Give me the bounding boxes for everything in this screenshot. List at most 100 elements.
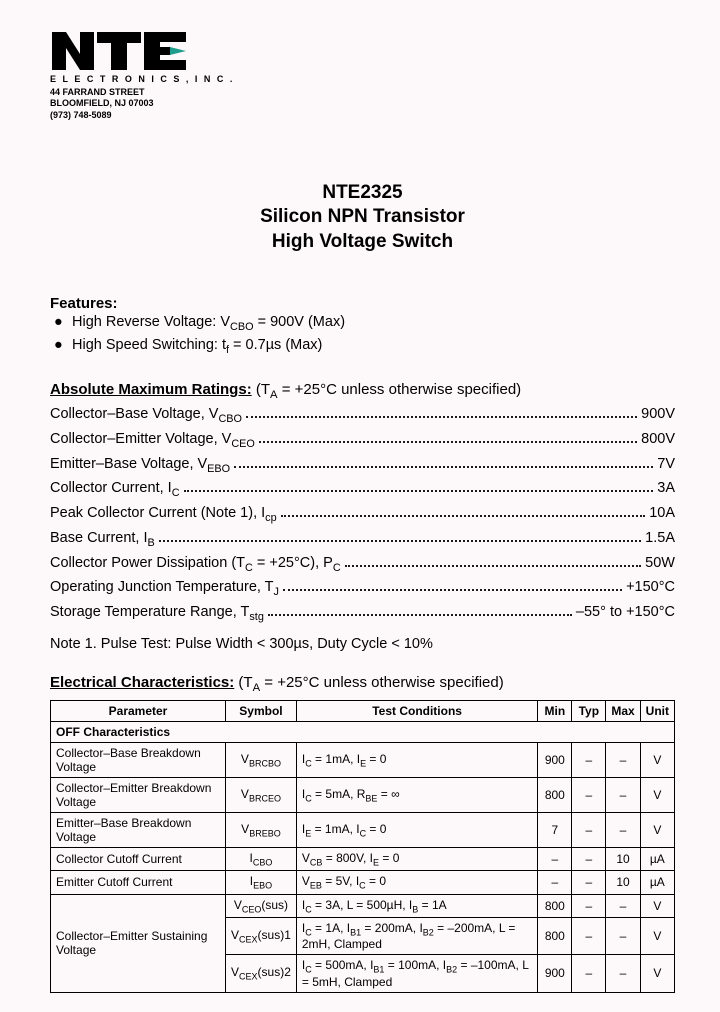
table-subhead-row: OFF Characteristics xyxy=(51,721,675,742)
typ-cell: – xyxy=(572,871,606,894)
table-header-cell: Typ xyxy=(572,700,606,721)
min-cell: – xyxy=(538,871,572,894)
rating-label: Collector Power Dissipation (TC = +25°C)… xyxy=(50,552,341,577)
table-header-cell: Test Conditions xyxy=(296,700,537,721)
typ-cell: – xyxy=(572,894,606,917)
table-row: Collector–Base Breakdown VoltageVBRCBOIC… xyxy=(51,742,675,777)
rating-label: Collector–Base Voltage, VCBO xyxy=(50,403,242,428)
param-cell: Collector–Emitter Breakdown Voltage xyxy=(51,777,226,812)
ratings-heading: Absolute Maximum Ratings: (TA = +25°C un… xyxy=(50,381,675,401)
rating-value: 50W xyxy=(645,552,675,574)
max-cell: – xyxy=(606,777,640,812)
param-cell: Collector–Emitter Sustaining Voltage xyxy=(51,894,226,992)
table-row: Collector–Emitter Sustaining VoltageVCEO… xyxy=(51,894,675,917)
symbol-cell: VCEX(sus)1 xyxy=(226,917,297,954)
unit-cell: V xyxy=(640,812,674,847)
condition-cell: IC = 1A, IB1 = 200mA, IB2 = –200mA, L = … xyxy=(296,917,537,954)
symbol-cell: VCEO(sus) xyxy=(226,894,297,917)
company-address: 44 FARRAND STREET BLOOMFIELD, NJ 07003 (… xyxy=(50,87,675,121)
rating-row: Collector Current, IC 3A xyxy=(50,477,675,502)
min-cell: 900 xyxy=(538,955,572,992)
symbol-cell: VBRCBO xyxy=(226,742,297,777)
unit-cell: µA xyxy=(640,871,674,894)
features-label: Features: xyxy=(50,295,675,312)
leader-dots xyxy=(283,578,622,591)
rating-row: Operating Junction Temperature, TJ +150°C xyxy=(50,576,675,601)
typ-cell: – xyxy=(572,917,606,954)
rating-label: Peak Collector Current (Note 1), Icp xyxy=(50,502,277,527)
leader-dots xyxy=(268,603,572,616)
unit-cell: V xyxy=(640,777,674,812)
rating-value: 10A xyxy=(649,502,675,524)
rating-row: Storage Temperature Range, Tstg–55° to +… xyxy=(50,601,675,626)
features-section: Features: ● High Reverse Voltage: VCBO =… xyxy=(50,295,675,359)
symbol-cell: ICBO xyxy=(226,847,297,870)
nte-logo xyxy=(50,30,190,72)
table-row: Emitter–Base Breakdown VoltageVBREBOIE =… xyxy=(51,812,675,847)
company-header: E L E C T R O N I C S , I N C . 44 FARRA… xyxy=(50,30,675,121)
max-cell: – xyxy=(606,917,640,954)
condition-cell: VEB = 5V, IC = 0 xyxy=(296,871,537,894)
symbol-cell: VBREBO xyxy=(226,812,297,847)
table-header-cell: Min xyxy=(538,700,572,721)
rating-row: Collector–Base Voltage, VCBO 900V xyxy=(50,403,675,428)
unit-cell: V xyxy=(640,955,674,992)
rating-label: Storage Temperature Range, Tstg xyxy=(50,601,264,626)
leader-dots xyxy=(281,504,646,517)
rating-row: Peak Collector Current (Note 1), Icp 10A xyxy=(50,502,675,527)
min-cell: 7 xyxy=(538,812,572,847)
max-cell: – xyxy=(606,812,640,847)
table-row: Collector–Emitter Breakdown VoltageVBRCE… xyxy=(51,777,675,812)
table-header-cell: Parameter xyxy=(51,700,226,721)
min-cell: 800 xyxy=(538,917,572,954)
typ-cell: – xyxy=(572,742,606,777)
typ-cell: – xyxy=(572,777,606,812)
unit-cell: µA xyxy=(640,847,674,870)
table-row: Emitter Cutoff CurrentIEBOVEB = 5V, IC =… xyxy=(51,871,675,894)
param-cell: Collector–Base Breakdown Voltage xyxy=(51,742,226,777)
max-cell: 10 xyxy=(606,847,640,870)
company-tagline: E L E C T R O N I C S , I N C . xyxy=(50,74,675,84)
rating-row: Emitter–Base Voltage, VEBO7V xyxy=(50,453,675,478)
table-subhead-cell: OFF Characteristics xyxy=(51,721,675,742)
rating-row: Collector Power Dissipation (TC = +25°C)… xyxy=(50,552,675,577)
max-cell: 10 xyxy=(606,871,640,894)
rating-value: 900V xyxy=(641,403,675,425)
rating-label: Operating Junction Temperature, TJ xyxy=(50,576,279,601)
rating-label: Collector Current, IC xyxy=(50,477,180,502)
typ-cell: – xyxy=(572,847,606,870)
electrical-heading: Electrical Characteristics: (TA = +25°C … xyxy=(50,674,675,694)
leader-dots xyxy=(184,479,654,492)
condition-cell: VCB = 800V, IE = 0 xyxy=(296,847,537,870)
table-header-row: ParameterSymbolTest ConditionsMinTypMaxU… xyxy=(51,700,675,721)
table-header-cell: Max xyxy=(606,700,640,721)
electrical-section: Electrical Characteristics: (TA = +25°C … xyxy=(50,674,675,993)
leader-dots xyxy=(159,529,641,542)
condition-cell: IC = 3A, L = 500µH, IB = 1A xyxy=(296,894,537,917)
max-cell: – xyxy=(606,955,640,992)
min-cell: 800 xyxy=(538,894,572,917)
rating-value: 800V xyxy=(641,428,675,450)
table-body: OFF CharacteristicsCollector–Base Breakd… xyxy=(51,721,675,992)
feature-item: ● High Speed Switching: tf = 0.7µs (Max) xyxy=(54,335,675,359)
rating-row: Base Current, IB1.5A xyxy=(50,527,675,552)
document-title: NTE2325 Silicon NPN Transistor High Volt… xyxy=(50,181,675,255)
rating-value: +150°C xyxy=(626,576,675,598)
ratings-section: Absolute Maximum Ratings: (TA = +25°C un… xyxy=(50,381,675,652)
feature-item: ● High Reverse Voltage: VCBO = 900V (Max… xyxy=(54,312,675,336)
condition-cell: IC = 5mA, RBE = ∞ xyxy=(296,777,537,812)
rating-value: 3A xyxy=(657,477,675,499)
max-cell: – xyxy=(606,894,640,917)
table-row: Collector Cutoff CurrentICBOVCB = 800V, … xyxy=(51,847,675,870)
typ-cell: – xyxy=(572,812,606,847)
leader-dots xyxy=(345,553,642,566)
unit-cell: V xyxy=(640,894,674,917)
leader-dots xyxy=(259,430,637,443)
table-header-cell: Unit xyxy=(640,700,674,721)
symbol-cell: VCEX(sus)2 xyxy=(226,955,297,992)
typ-cell: – xyxy=(572,955,606,992)
symbol-cell: VBRCEO xyxy=(226,777,297,812)
param-cell: Emitter–Base Breakdown Voltage xyxy=(51,812,226,847)
param-cell: Emitter Cutoff Current xyxy=(51,871,226,894)
param-cell: Collector Cutoff Current xyxy=(51,847,226,870)
